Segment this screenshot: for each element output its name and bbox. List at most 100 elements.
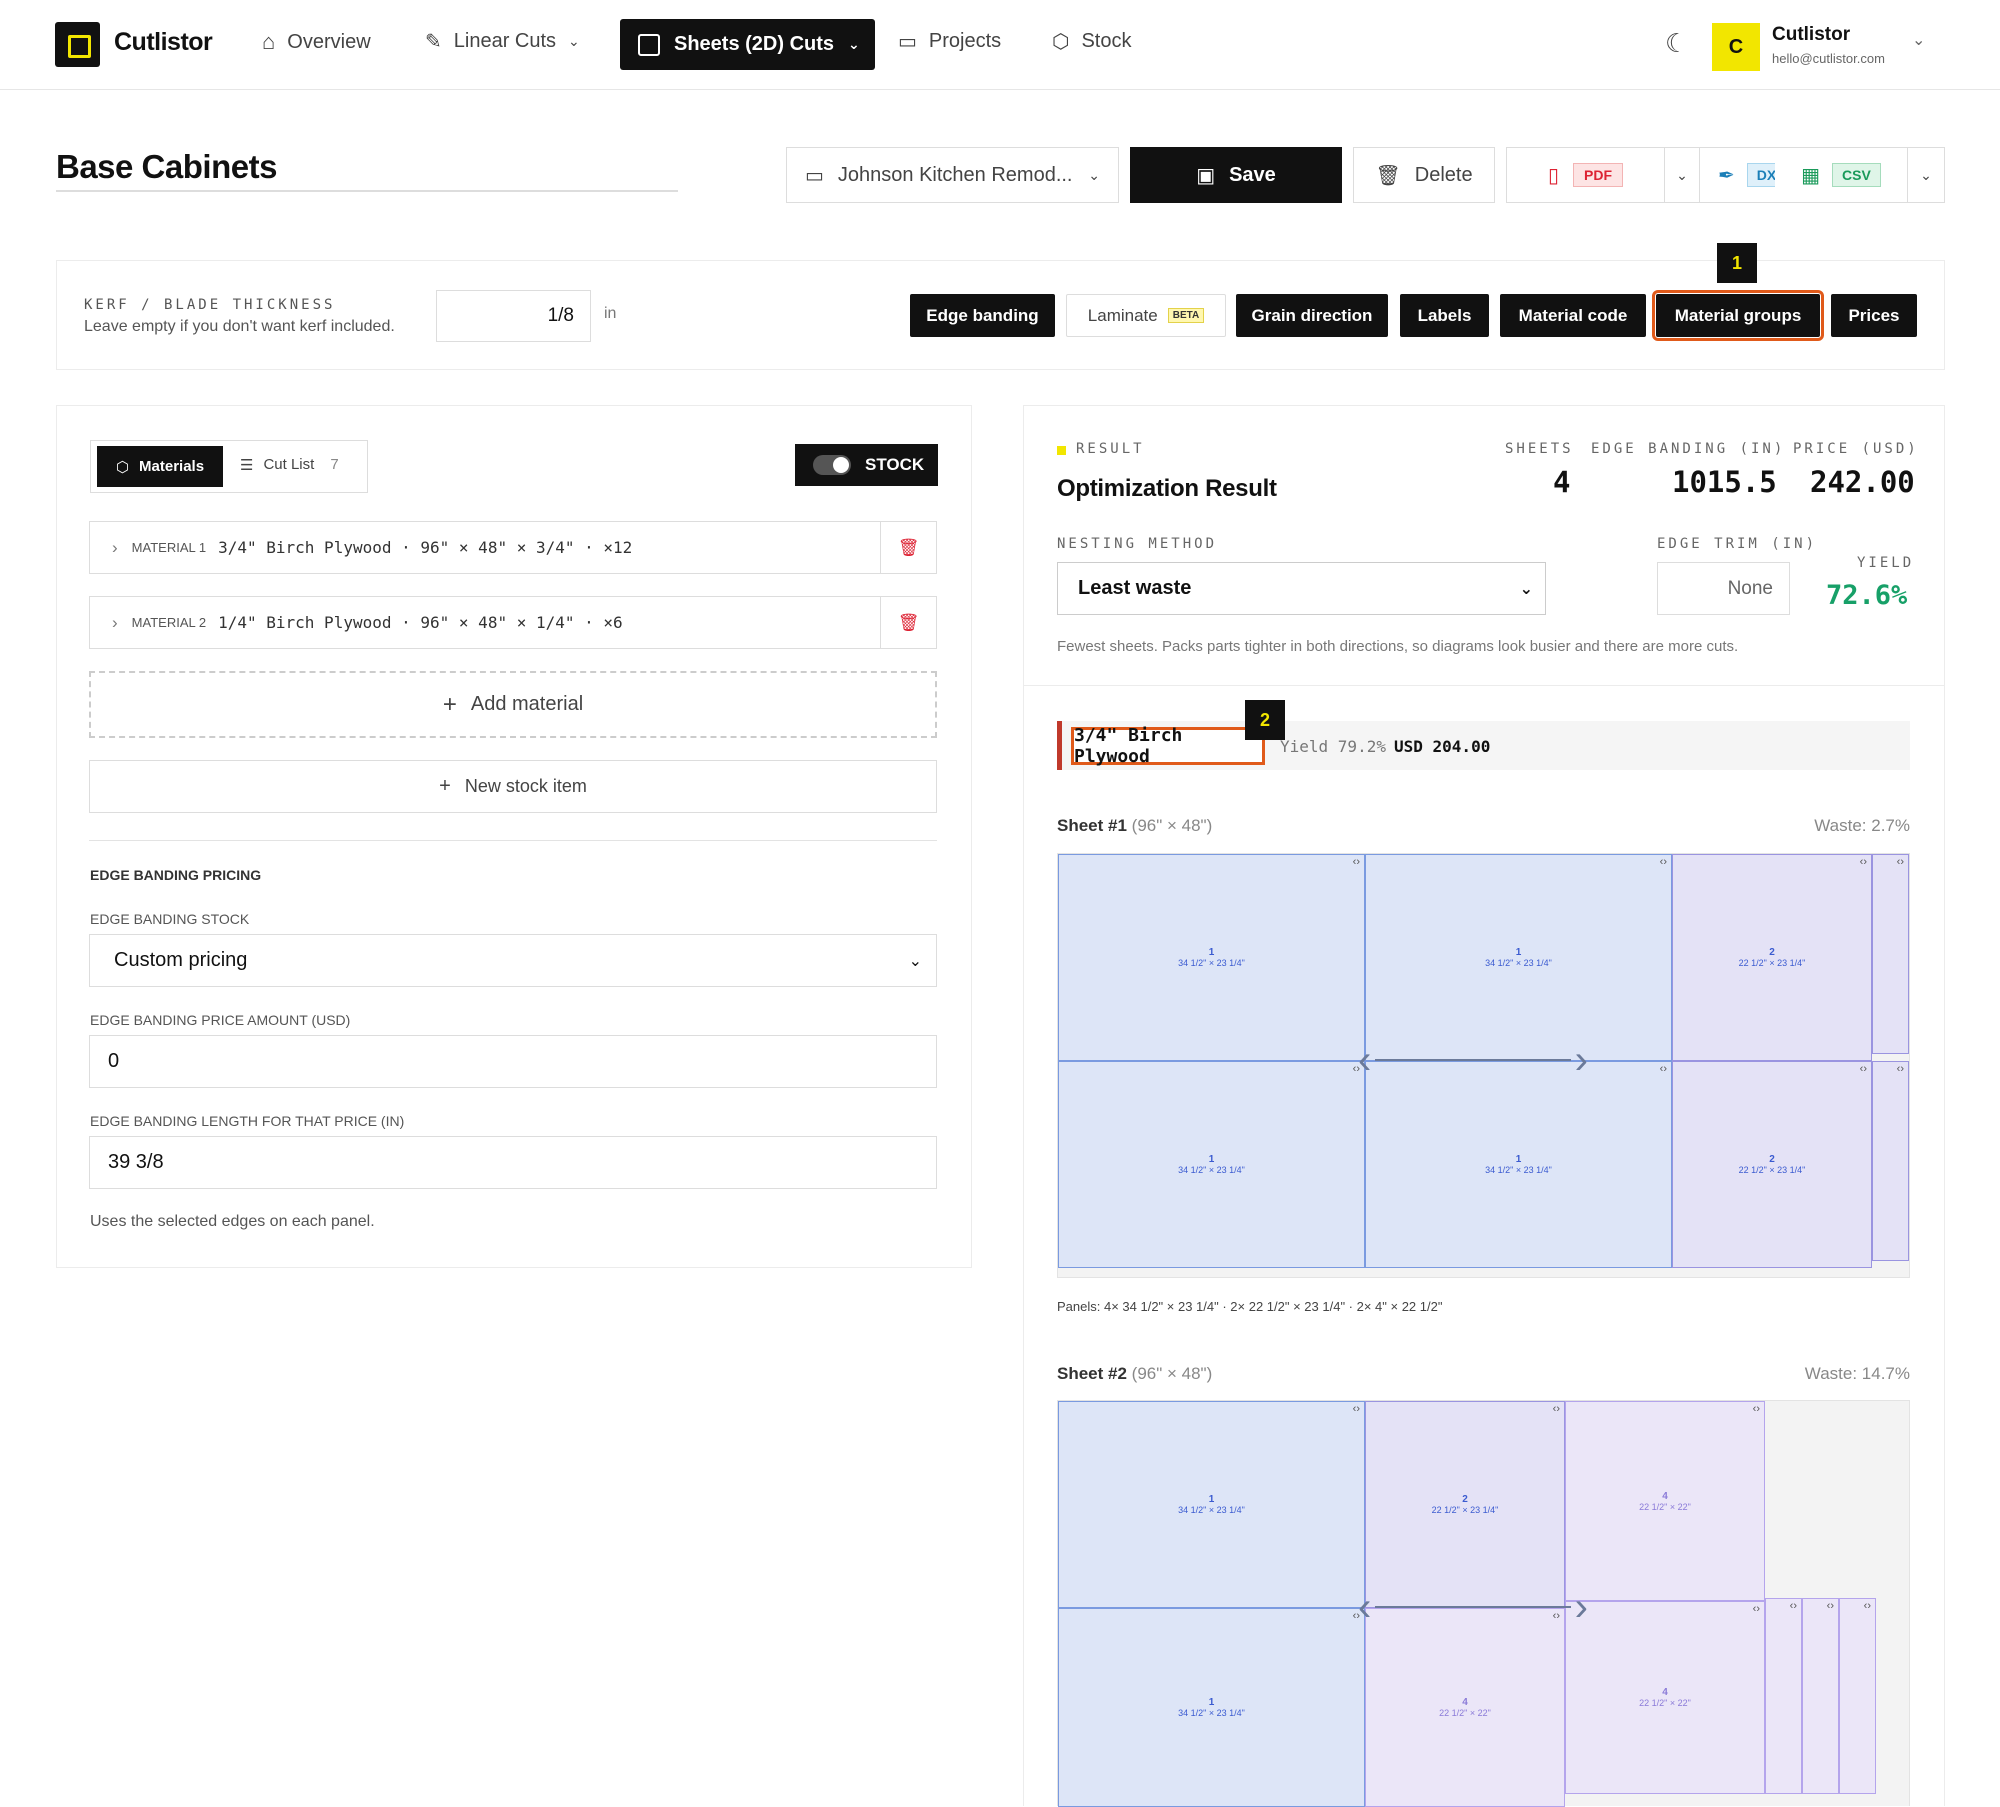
nav-stock[interactable]: ⬡ Stock xyxy=(1052,30,1132,53)
sheet-1-title: Sheet #1 (96" × 48") xyxy=(1057,816,1213,835)
eb-length-input[interactable]: 39 3/8 xyxy=(89,1136,937,1189)
tag-edge-banding[interactable]: Edge banding xyxy=(910,294,1055,337)
delete-button[interactable]: 🗑 Delete xyxy=(1353,147,1495,203)
price-label: PRICE (USD) xyxy=(1793,441,1919,457)
part-1[interactable]: ‹› 1 34 1/2" × 23 1/4" xyxy=(1058,1608,1365,1807)
swap-icon[interactable]: ‹› xyxy=(1859,856,1867,868)
sheet-2-title: Sheet #2 (96" × 48") xyxy=(1057,1364,1213,1383)
stock-toggle[interactable]: STOCK xyxy=(795,444,938,486)
part-4[interactable]: ‹› 4 22 1/2" × 22" xyxy=(1565,1601,1765,1794)
part-1[interactable]: ‹› 1 34 1/2" × 23 1/4" xyxy=(1058,1401,1365,1608)
sheet-2-diagram: ‹› 1 34 1/2" × 23 1/4" ‹› 2 22 1/2" × 23 1/4… xyxy=(1057,1400,1910,1807)
edge-trim-input[interactable]: None xyxy=(1657,562,1790,615)
tag-laminate[interactable]: Laminate BETA xyxy=(1066,294,1226,337)
eb-price-input[interactable]: 0 xyxy=(89,1035,937,1088)
nesting-note: Fewest sheets. Packs parts tighter in bo… xyxy=(1057,638,1739,655)
tab-materials[interactable]: ⬡ Materials xyxy=(97,446,223,487)
moon-icon[interactable]: ☾ xyxy=(1665,28,1689,58)
brand-name[interactable]: Cutlistor xyxy=(114,28,213,56)
save-button[interactable]: ▣ Save xyxy=(1130,147,1342,203)
part-strip[interactable]: ‹› xyxy=(1872,1061,1909,1261)
chevron-down-icon[interactable]: ⌄ xyxy=(1912,32,1926,49)
nav-linear-cuts[interactable]: ✎ Linear Cuts ⌄ xyxy=(425,30,580,53)
nesting-select[interactable]: Least waste ⌄ xyxy=(1057,562,1546,615)
swap-icon[interactable]: ‹› xyxy=(1352,856,1360,868)
tag-material-groups[interactable]: Material groups xyxy=(1652,290,1824,341)
callout-marker-1: 1 xyxy=(1717,243,1757,283)
swap-icon[interactable]: ‹› xyxy=(1863,1600,1871,1612)
avatar[interactable]: C xyxy=(1712,23,1760,71)
tag-prices[interactable]: Prices xyxy=(1831,294,1917,337)
add-material-button[interactable]: + Add material xyxy=(89,671,937,738)
material-group-name[interactable]: 3/4" Birch Plywood xyxy=(1071,725,1265,767)
part-1[interactable]: ‹› 1 34 1/2" × 23 1/4" xyxy=(1365,854,1672,1061)
part-1[interactable]: ‹› 1 34 1/2" × 23 1/4" xyxy=(1365,1061,1672,1268)
toggle-switch xyxy=(813,455,851,475)
swap-icon[interactable]: ‹› xyxy=(1659,1063,1667,1075)
swap-icon[interactable]: ‹› xyxy=(1789,1600,1797,1612)
new-stock-item-button[interactable]: + New stock item xyxy=(89,760,937,813)
swap-icon[interactable]: ‹› xyxy=(1659,856,1667,868)
plus-icon: + xyxy=(439,775,451,797)
eb-stock-select[interactable]: Custom pricing ⌄ xyxy=(89,934,937,987)
tag-material-code[interactable]: Material code xyxy=(1500,294,1646,337)
swap-icon[interactable]: ‹› xyxy=(1552,1610,1560,1622)
nav-projects[interactable]: ▭ Projects xyxy=(898,30,1002,53)
swap-icon[interactable]: ‹› xyxy=(1896,856,1904,868)
nav-sheets-cuts[interactable]: Sheets (2D) Cuts ⌄ xyxy=(620,19,875,70)
material-row-2[interactable]: › MATERIAL 2 1/4" Birch Plywood · 96" × … xyxy=(89,596,937,649)
export-menu-button[interactable]: ⌄ xyxy=(1664,147,1700,203)
list-icon: ☰ xyxy=(240,457,254,474)
swap-icon[interactable]: ‹› xyxy=(1352,1403,1360,1415)
pdf-icon: ▯ xyxy=(1547,164,1559,187)
part-strip[interactable]: ‹› xyxy=(1839,1598,1876,1794)
logo-icon[interactable] xyxy=(55,22,100,67)
swap-icon[interactable]: ‹› xyxy=(1752,1403,1760,1415)
nesting-label: NESTING METHOD xyxy=(1057,536,1218,552)
export-more-button[interactable]: ⌄ xyxy=(1907,147,1945,203)
kerf-label: KERF / BLADE THICKNESS xyxy=(84,297,336,313)
part-2[interactable]: ‹› 2 22 1/2" × 23 1/4" xyxy=(1672,854,1872,1061)
chevron-down-icon: ⌄ xyxy=(1676,166,1688,183)
tag-labels[interactable]: Labels xyxy=(1400,294,1489,337)
swap-icon[interactable]: ‹› xyxy=(1552,1403,1560,1415)
part-2[interactable]: ‹› 2 22 1/2" × 23 1/4" xyxy=(1365,1401,1565,1608)
swap-icon[interactable]: ‹› xyxy=(1352,1063,1360,1075)
edge-trim-label: EDGE TRIM (IN) xyxy=(1657,536,1818,552)
tab-cut-list[interactable]: ☰ Cut List 7 xyxy=(240,456,339,474)
chevron-right-icon: › xyxy=(112,537,118,557)
nav-overview[interactable]: ⌂ Overview xyxy=(262,29,371,54)
part-4[interactable]: ‹› 4 22 1/2" × 22" xyxy=(1565,1401,1765,1601)
trash-icon[interactable]: 🗑 xyxy=(880,597,936,648)
project-select[interactable]: ▭ Johnson Kitchen Remod... ⌄ xyxy=(786,147,1119,203)
swap-icon[interactable]: ‹› xyxy=(1826,1600,1834,1612)
swap-icon[interactable]: ‹› xyxy=(1896,1063,1904,1075)
eb-length-label: EDGE BANDING LENGTH FOR THAT PRICE (IN) xyxy=(90,1113,405,1129)
pan-arrows-icon[interactable]: ‹ › xyxy=(1358,1585,1588,1629)
pan-arrows-icon[interactable]: ‹ › xyxy=(1358,1038,1588,1082)
trash-icon[interactable]: 🗑 xyxy=(880,522,936,573)
page-title[interactable]: Base Cabinets xyxy=(56,148,277,185)
part-strip[interactable]: ‹› xyxy=(1872,854,1909,1054)
part-strip[interactable]: ‹› xyxy=(1765,1598,1802,1794)
swap-icon[interactable]: ‹› xyxy=(1352,1610,1360,1622)
swap-icon[interactable]: ‹› xyxy=(1752,1603,1760,1615)
export-csv-button[interactable]: ▦ CSV xyxy=(1775,147,1908,203)
part-2[interactable]: ‹› 2 22 1/2" × 23 1/4" xyxy=(1672,1061,1872,1268)
kerf-input[interactable]: 1/8 xyxy=(436,290,591,342)
export-pdf-button[interactable]: ▯ PDF xyxy=(1506,147,1665,203)
tag-grain-direction[interactable]: Grain direction xyxy=(1236,294,1388,337)
material-row-1[interactable]: › MATERIAL 1 3/4" Birch Plywood · 96" × … xyxy=(89,521,937,574)
sheets-value: 4 xyxy=(1553,465,1571,499)
part-4[interactable]: ‹› 4 22 1/2" × 22" xyxy=(1365,1608,1565,1807)
divider xyxy=(1023,685,1945,686)
swap-icon[interactable]: ‹› xyxy=(1859,1063,1867,1075)
part-strip[interactable]: ‹› xyxy=(1802,1598,1839,1794)
sheets-label: SHEETS xyxy=(1505,441,1574,457)
part-1[interactable]: ‹› 1 34 1/2" × 23 1/4" xyxy=(1058,854,1365,1061)
eb-price-label: EDGE BANDING PRICE AMOUNT (USD) xyxy=(90,1012,351,1028)
part-1[interactable]: ‹› 1 34 1/2" × 23 1/4" xyxy=(1058,1061,1365,1268)
result-title: Optimization Result xyxy=(1057,475,1277,502)
trash-icon: 🗑 xyxy=(1375,164,1401,187)
eb-total-label: EDGE BANDING (IN) xyxy=(1591,441,1786,457)
